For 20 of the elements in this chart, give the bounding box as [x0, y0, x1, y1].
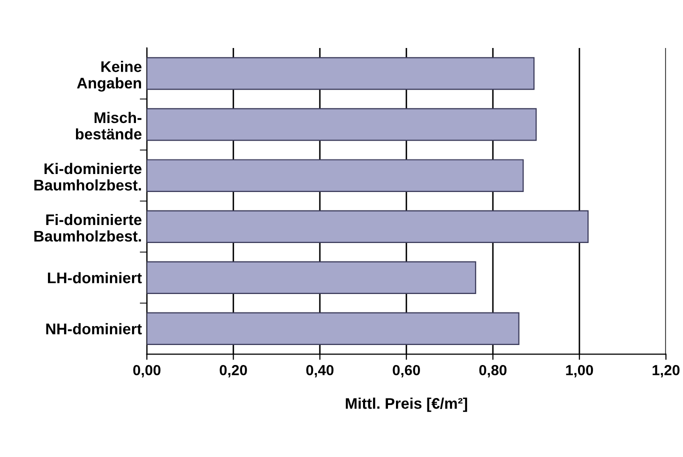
- x-tick-label: 1,00: [566, 364, 594, 378]
- x-axis-title: Mittl. Preis [€/m²]: [346, 398, 468, 412]
- bar: [146, 210, 589, 243]
- bar: [146, 261, 476, 294]
- y-tick-label: Misch- bestände: [76, 112, 142, 140]
- y-tick-label: Keine Angaben: [77, 60, 142, 92]
- x-tick-label: 0,40: [306, 364, 334, 378]
- y-tick-label: NH-dominiert: [46, 323, 142, 334]
- x-tick-label: 0,60: [392, 364, 420, 378]
- x-tick-label: 0,20: [220, 364, 247, 378]
- y-tick-label: Fi-dominierte Baumholzbest.: [34, 214, 142, 242]
- x-tick-label: 0,80: [479, 364, 506, 378]
- y-tick-label: LH-dominiert: [48, 272, 142, 284]
- bar: [146, 57, 535, 90]
- x-tick-label: 0,00: [133, 364, 160, 378]
- bar: [146, 108, 537, 141]
- y-tick-label: Ki-dominierte Baumholzbest.: [34, 162, 142, 191]
- bar: [146, 159, 524, 192]
- x-tick-label: 1,20: [652, 364, 680, 378]
- bar: [146, 312, 520, 346]
